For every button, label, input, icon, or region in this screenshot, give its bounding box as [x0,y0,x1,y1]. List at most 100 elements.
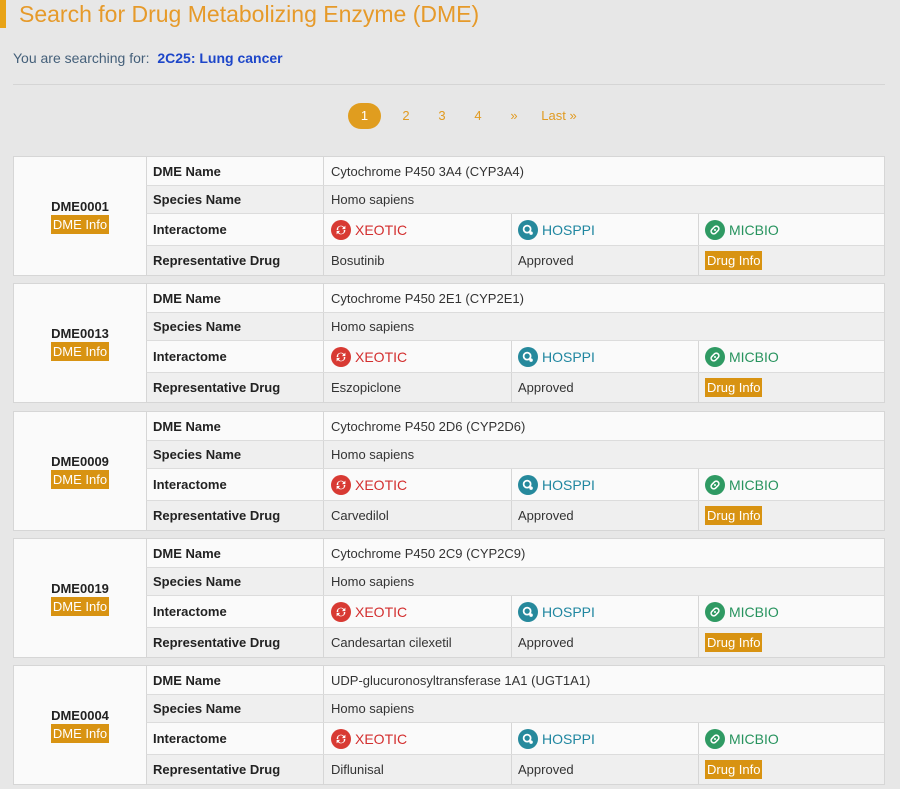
interactome-label: Interactome [147,341,324,372]
xeotic-link[interactable]: XEOTIC [331,728,408,749]
hosppi-link[interactable]: HOSPPI [518,474,595,495]
species-name-value: Homo sapiens [331,701,415,716]
dme-record: DME0004 DME Info DME Name UDP-glucuronos… [13,665,885,785]
micbio-icon [705,728,725,749]
hosppi-link[interactable]: HOSPPI [518,346,595,367]
dme-record: DME0013 DME Info DME Name Cytochrome P45… [13,283,885,403]
hosppi-icon [518,728,538,749]
drug-info-button[interactable]: Drug Info [705,378,763,397]
micbio-link[interactable]: MICBIO [705,474,779,495]
dme-info-button[interactable]: DME Info [50,214,110,234]
dme-id-cell: DME0019 DME Info [14,539,146,657]
hosppi-icon [518,346,538,367]
hosppi-icon [518,219,538,240]
page-title: Search for Drug Metabolizing Enzyme (DME… [19,1,480,27]
search-summary: You are searching for: 2C25: Lung cancer [13,50,283,66]
drug-info-button[interactable]: Drug Info [705,633,763,652]
species-name-label: Species Name [147,441,324,468]
xeotic-icon [331,346,351,367]
search-prefix: You are searching for: [13,50,150,66]
interactome-label: Interactome [147,214,324,245]
drug-status: Approved [512,501,699,530]
pagination: 1 2 3 4 » Last » [348,103,578,129]
xeotic-icon [331,601,351,622]
representative-drug-label: Representative Drug [147,246,324,275]
hosppi-icon [518,474,538,495]
hosppi-label: HOSPPI [542,221,595,238]
xeotic-link[interactable]: XEOTIC [331,474,408,495]
representative-drug-row: Representative Drug Candesartan cilexeti… [146,627,884,657]
page-2-link[interactable]: 2 [402,108,410,123]
micbio-link[interactable]: MICBIO [705,728,779,749]
micbio-link[interactable]: MICBIO [705,219,779,240]
dme-name-label: DME Name [147,539,324,567]
micbio-cell: MICBIO [699,341,884,372]
drug-name: Carvedilol [325,501,512,530]
hosppi-label: HOSPPI [542,730,595,747]
dme-info-button[interactable]: DME Info [50,596,110,616]
dme-name-value: Cytochrome P450 3A4 (CYP3A4) [331,163,524,179]
hosppi-link[interactable]: HOSPPI [518,728,595,749]
interactome-row: Interactome XEOTIC HOSPPI [146,213,884,245]
xeotic-label: XEOTIC [355,730,408,747]
xeotic-label: XEOTIC [355,221,408,238]
hosppi-cell: HOSPPI [512,341,699,372]
dme-name-value: UDP-glucuronosyltransferase 1A1 (UGT1A1) [331,672,591,688]
dme-info-button[interactable]: DME Info [50,723,110,743]
next-page-link[interactable]: » [510,108,518,123]
xeotic-link[interactable]: XEOTIC [331,219,408,240]
micbio-link[interactable]: MICBIO [705,601,779,622]
xeotic-link[interactable]: XEOTIC [331,346,407,367]
dme-id-cell: DME0013 DME Info [14,284,146,402]
drug-status: Approved [512,755,699,784]
xeotic-link[interactable]: XEOTIC [331,601,407,622]
xeotic-label: XEOTIC [355,476,408,493]
interactome-row: Interactome XEOTIC HOSPPI [146,468,884,500]
hosppi-link[interactable]: HOSPPI [518,601,595,622]
drug-name: Eszopiclone [325,373,512,402]
dme-name-value: Cytochrome P450 2D6 (CYP2D6) [331,418,526,434]
micbio-cell: MICBIO [699,723,884,754]
hosppi-link[interactable]: HOSPPI [518,219,595,240]
interactome-label: Interactome [147,469,324,500]
micbio-label: MICBIO [729,476,779,493]
drug-info-cell: Drug Info [699,628,884,657]
species-name-value: Homo sapiens [331,574,415,589]
drug-name: Diflunisal [325,755,512,784]
drug-info-button[interactable]: Drug Info [705,506,763,525]
dme-info-button[interactable]: DME Info [50,341,110,361]
dme-name-value: Cytochrome P450 2C9 (CYP2C9) [331,545,526,561]
xeotic-cell: XEOTIC [325,341,512,372]
page-3-link[interactable]: 3 [438,108,446,123]
drug-info-cell: Drug Info [699,501,884,530]
micbio-icon [705,474,725,495]
species-row: Species Name Homo sapiens [146,185,884,213]
title-accent-bar [0,0,6,28]
dme-name-label: DME Name [147,412,324,440]
representative-drug-row: Representative Drug Carvedilol Approved … [146,500,884,530]
interactome-row: Interactome XEOTIC HOSPPI [146,595,884,627]
micbio-link[interactable]: MICBIO [705,346,779,367]
hosppi-cell: HOSPPI [512,469,699,500]
drug-info-button[interactable]: Drug Info [705,251,763,270]
species-name-label: Species Name [147,695,324,722]
representative-drug-label: Representative Drug [147,373,324,402]
page-1-link[interactable]: 1 [348,103,381,129]
page-4-link[interactable]: 4 [474,108,482,123]
drug-info-button[interactable]: Drug Info [705,760,763,779]
dme-id: DME0013 [51,325,109,341]
dme-name-row: DME Name Cytochrome P450 3A4 (CYP3A4) [146,157,884,185]
hosppi-label: HOSPPI [542,476,595,493]
last-page-link[interactable]: Last » [541,108,577,123]
xeotic-icon [331,474,351,495]
drug-status: Approved [512,628,699,657]
drug-status: Approved [512,373,699,402]
xeotic-cell: XEOTIC [325,596,512,627]
micbio-label: MICBIO [729,221,779,238]
hosppi-label: HOSPPI [542,348,595,365]
dme-name-label: DME Name [147,666,324,694]
dme-info-button[interactable]: DME Info [50,469,110,489]
representative-drug-label: Representative Drug [147,501,324,530]
search-query: 2C25: Lung cancer [157,50,283,66]
dme-record: DME0019 DME Info DME Name Cytochrome P45… [13,538,885,658]
